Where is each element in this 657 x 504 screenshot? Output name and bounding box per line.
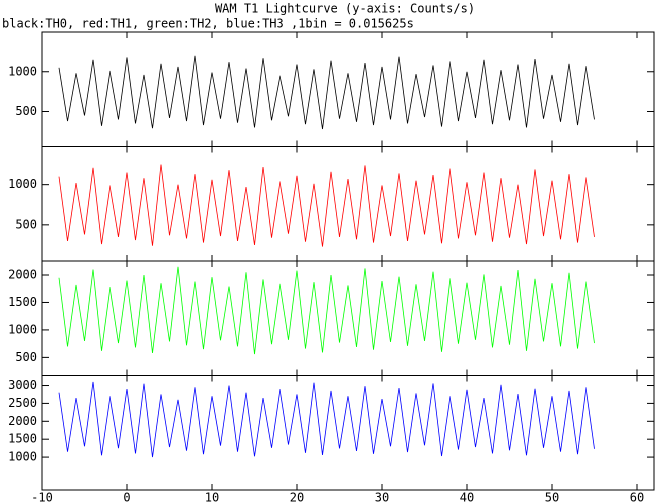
panel-frame (41, 375, 655, 491)
y-tick-label: 1000 (8, 64, 37, 78)
lightcurve (58, 55, 595, 130)
lightcurve (58, 266, 595, 355)
x-tick-label: 30 (375, 491, 389, 504)
x-tick-label: 40 (460, 491, 474, 504)
y-tick-label: 2000 (8, 414, 37, 428)
y-tick-label: 3000 (8, 378, 37, 392)
x-tick-label: 0 (123, 491, 130, 504)
y-tick-label: 500 (15, 217, 37, 231)
lightcurve (58, 381, 595, 458)
y-tick-label: 2500 (8, 396, 37, 410)
y-tick-label: 500 (15, 104, 37, 118)
y-tick-label: 1000 (8, 450, 37, 464)
chart-title: WAM T1 Lightcurve (y-axis: Counts/s) (215, 2, 475, 16)
y-tick-label: 2000 (8, 268, 37, 282)
y-tick-label: 1000 (8, 177, 37, 191)
y-tick-label: 500 (15, 350, 37, 364)
chart-subtitle: black:TH0, red:TH1, green:TH2, blue:TH3 … (2, 17, 414, 31)
x-tick-label: 60 (630, 491, 644, 504)
panel-frame (41, 31, 655, 147)
x-tick-label: 20 (290, 491, 304, 504)
x-tick-label: 50 (545, 491, 559, 504)
lightcurve (58, 164, 595, 247)
y-tick-label: 1000 (8, 322, 37, 336)
y-tick-label: 1500 (8, 432, 37, 446)
panel-frame (41, 146, 655, 262)
panel-frame (41, 260, 655, 376)
y-tick-label: 1500 (8, 295, 37, 309)
x-tick-label: 10 (205, 491, 219, 504)
x-tick-label: -10 (31, 491, 53, 504)
